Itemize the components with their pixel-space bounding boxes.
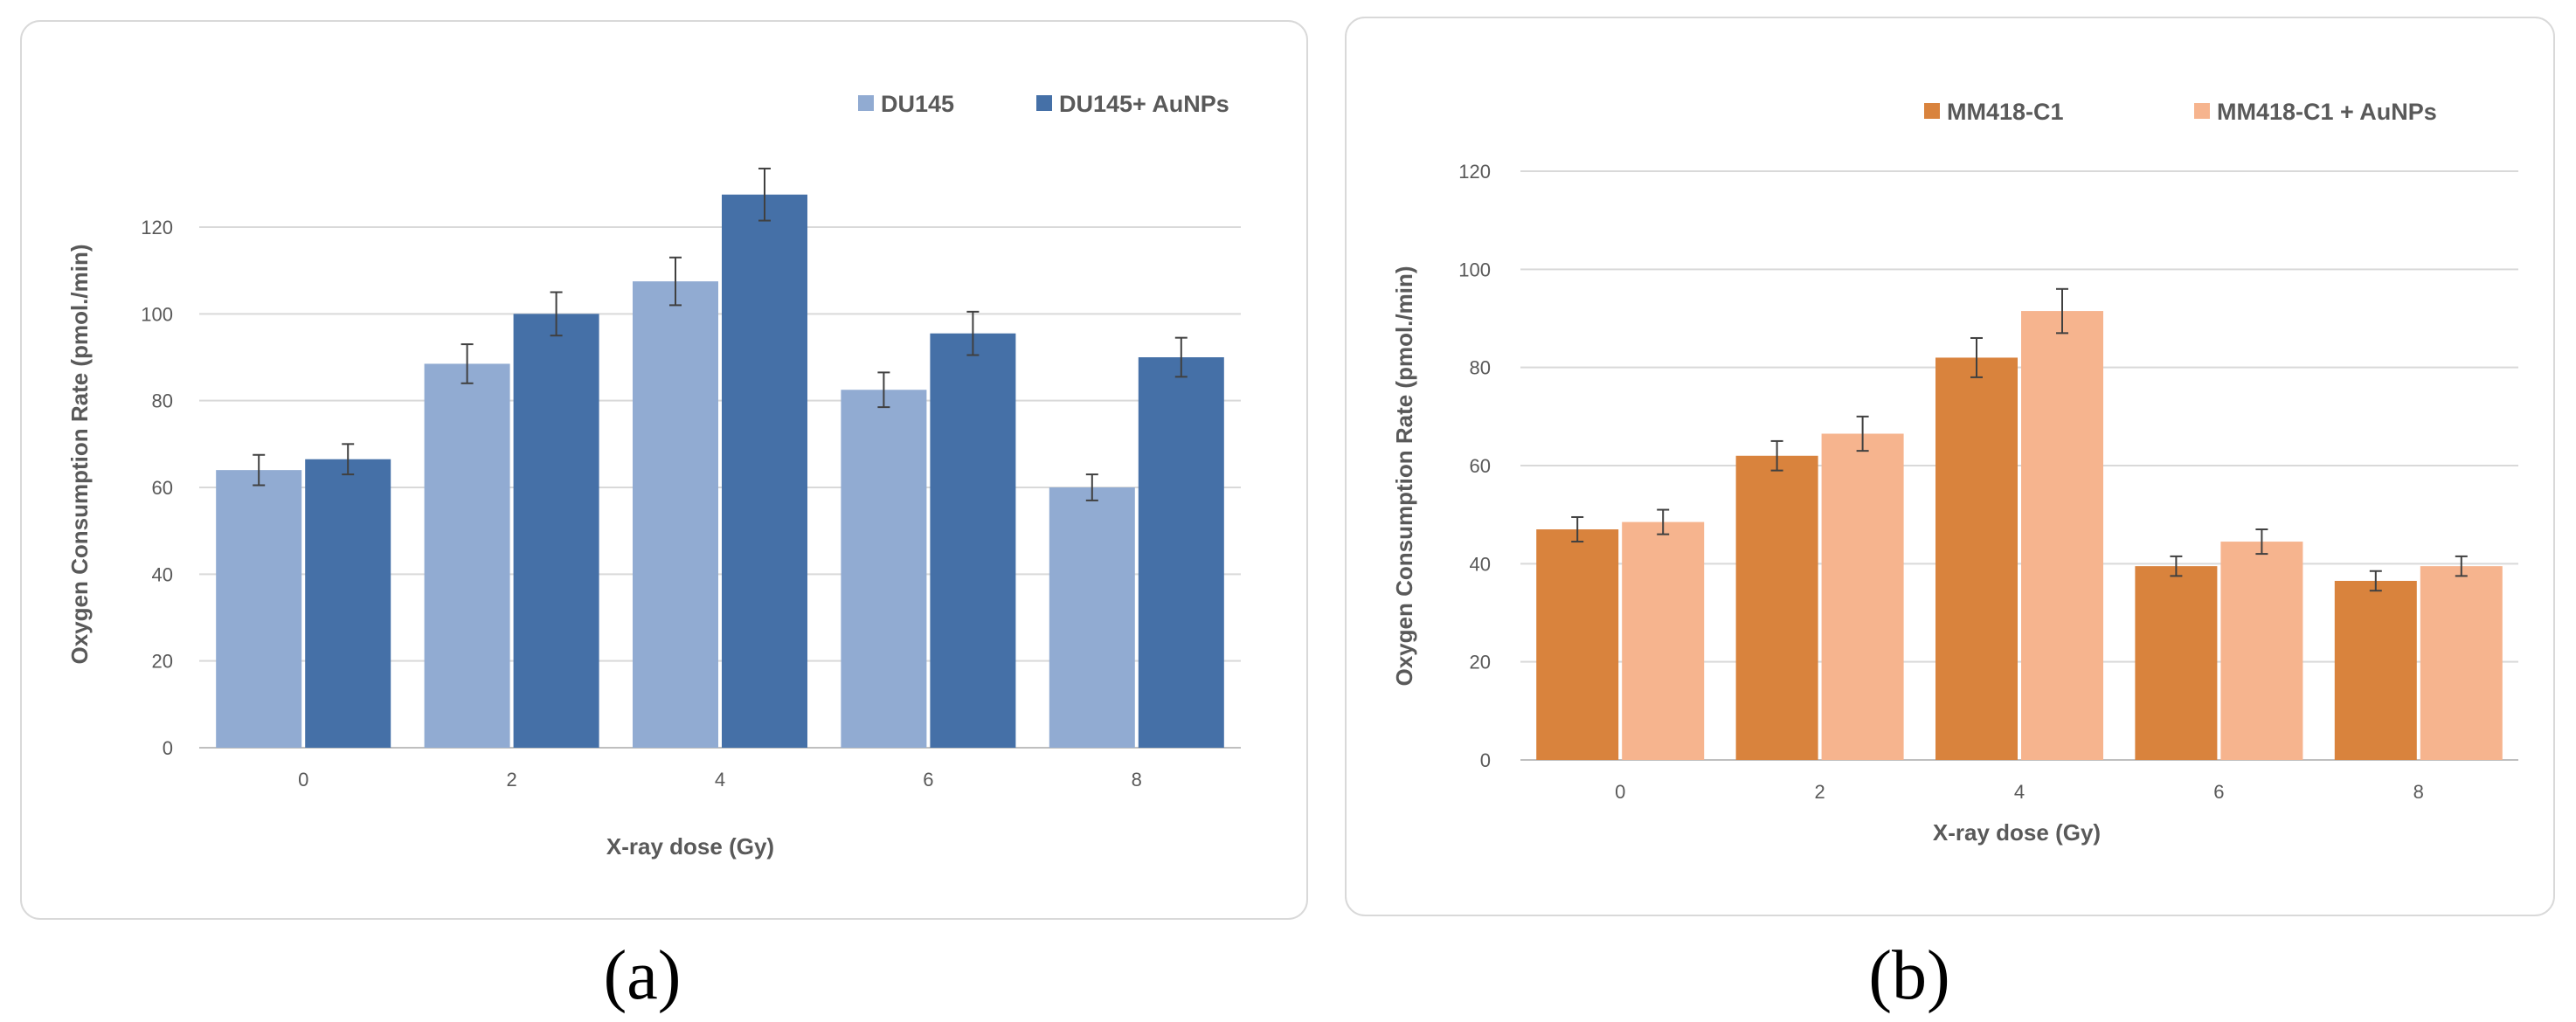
panel-b-bar-series2-dose-0 bbox=[1622, 521, 1705, 760]
panel-a-y-ticks: 0 20 40 60 80 100 120 bbox=[141, 217, 173, 759]
panel-b-x-tick-label: 4 bbox=[2014, 781, 2025, 803]
panel-a-bars bbox=[216, 194, 1224, 748]
panel-a-bar-series1-dose-6 bbox=[841, 390, 927, 748]
panel-a-y-tick-label: 0 bbox=[163, 737, 173, 759]
panel-b-legend-swatch bbox=[2194, 103, 2210, 119]
panel-a-error-bar-series2-dose-6 bbox=[966, 310, 980, 356]
panel-a-error-bar-series1-dose-4 bbox=[669, 256, 682, 307]
panel-a-y-tick-label: 20 bbox=[152, 651, 173, 673]
panel-a-error-bar-series1-dose-6 bbox=[877, 371, 890, 409]
panel-a-x-tick-label: 6 bbox=[923, 769, 933, 791]
panel-b-x-tick-label: 6 bbox=[2213, 781, 2224, 803]
panel-b-y-tick-label: 20 bbox=[1470, 652, 1491, 673]
panel-b-legend-label: MM418-C1 bbox=[1947, 99, 2064, 125]
panel-b-error-bar-series2-dose-8 bbox=[2455, 555, 2468, 577]
panel-b-y-tick-label: 120 bbox=[1458, 161, 1491, 183]
panel-a-error-bar-series2-dose-0 bbox=[342, 443, 355, 476]
panel-a-bar-series1-dose-2 bbox=[424, 363, 510, 748]
panel-a-y-tick-label: 80 bbox=[152, 390, 173, 412]
panel-b-x-axis-title: X-ray dose (Gy) bbox=[1933, 819, 2101, 846]
panel-a-legend-item-series2: DU145+ AuNPs bbox=[1036, 91, 1229, 117]
panel-b-error-bar-series1-dose-0 bbox=[1571, 515, 1584, 543]
panel-a-y-tick-label: 60 bbox=[152, 477, 173, 499]
panel-b-bar-series1-dose-8 bbox=[2334, 580, 2417, 760]
panel-b-label: (b) bbox=[1868, 937, 1949, 1014]
panel-b-y-tick-label: 100 bbox=[1458, 259, 1491, 280]
panel-b-error-bar-series2-dose-6 bbox=[2255, 528, 2268, 556]
panel-b-x-tick-label: 8 bbox=[2413, 781, 2424, 803]
panel-b-bar-series1-dose-4 bbox=[1935, 357, 2018, 760]
panel-b-y-tick-label: 40 bbox=[1470, 553, 1491, 575]
panel-b-legend: MM418-C1 MM418-C1 + AuNPs bbox=[1924, 99, 2437, 125]
panel-b-error-bar-series2-dose-2 bbox=[1856, 415, 1869, 452]
panel-b-bar-series2-dose-4 bbox=[2021, 311, 2103, 760]
panel-a-y-tick-label: 40 bbox=[152, 563, 173, 585]
panel-a-error-bars bbox=[253, 167, 1188, 501]
panel-a-error-bar-series1-dose-0 bbox=[253, 453, 266, 487]
panel-b-y-axis-title: Oxygen Consumption Rate (pmol./min) bbox=[1391, 266, 1417, 686]
panel-a-error-bar-series2-dose-8 bbox=[1174, 336, 1188, 378]
panel-a-bar-series2-dose-6 bbox=[930, 333, 1016, 748]
panel-a-y-tick-label: 120 bbox=[141, 217, 173, 238]
panel-a-bar-series2-dose-8 bbox=[1138, 357, 1224, 748]
panel-a-bar-series2-dose-0 bbox=[305, 459, 391, 748]
panel-b-legend-label: MM418-C1 + AuNPs bbox=[2217, 99, 2437, 125]
panel-a-bar-series1-dose-0 bbox=[216, 470, 302, 748]
panel-a-x-tick-label: 8 bbox=[1132, 769, 1142, 791]
panel-a-x-tick-label: 0 bbox=[298, 769, 308, 791]
panel-a-x-tick-label: 4 bbox=[715, 769, 725, 791]
panel-a-bar-series1-dose-8 bbox=[1049, 487, 1135, 748]
panel-b-error-bar-series1-dose-8 bbox=[2369, 570, 2382, 592]
panel-a-legend-label: DU145 bbox=[881, 91, 954, 117]
panel-a-label: (a) bbox=[604, 937, 682, 1014]
panel-b-x-tick-label: 2 bbox=[1814, 781, 1825, 803]
panel-a-legend-swatch bbox=[858, 95, 874, 111]
panel-a-bar-series1-dose-4 bbox=[633, 281, 718, 748]
panel-b-error-bar-series1-dose-2 bbox=[1770, 439, 1783, 472]
panel-a-error-bar-series1-dose-2 bbox=[460, 343, 474, 384]
panel-a-bar-series2-dose-2 bbox=[513, 314, 599, 748]
panel-a-error-bar-series2-dose-4 bbox=[758, 167, 771, 222]
panel-b-bar-series2-dose-2 bbox=[1821, 433, 1904, 760]
panel-a-y-axis-title: Oxygen Consumption Rate (pmol./min) bbox=[66, 244, 93, 664]
panel-b-error-bars bbox=[1571, 287, 2468, 592]
panel-b-legend-swatch bbox=[1924, 103, 1940, 119]
panel-a-legend-item-series1: DU145 bbox=[858, 91, 954, 117]
panel-b-x-ticks: 0 2 4 6 8 bbox=[1615, 781, 2424, 803]
panel-a-legend-swatch bbox=[1036, 95, 1052, 111]
panel-a-y-tick-label: 100 bbox=[141, 303, 173, 325]
panel-a-error-bar-series1-dose-8 bbox=[1085, 473, 1098, 501]
panel-b-y-ticks: 0 20 40 60 80 100 120 bbox=[1458, 161, 1491, 771]
panel-a-x-tick-label: 2 bbox=[506, 769, 516, 791]
panel-b-bar-series1-dose-0 bbox=[1536, 529, 1619, 760]
panel-a-x-axis-title: X-ray dose (Gy) bbox=[606, 833, 774, 860]
panel-b-y-tick-label: 80 bbox=[1470, 357, 1491, 379]
panel-a-legend-label: DU145+ AuNPs bbox=[1059, 91, 1229, 117]
panel-b-error-bar-series2-dose-4 bbox=[2056, 287, 2068, 335]
panel-b-error-bar-series1-dose-4 bbox=[1970, 336, 1983, 378]
panel-b-error-bar-series2-dose-0 bbox=[1657, 508, 1670, 535]
panel-a-error-bar-series2-dose-2 bbox=[550, 291, 563, 337]
panel-b-bar-series1-dose-2 bbox=[1735, 455, 1818, 760]
panel-b-legend-item-series2: MM418-C1 + AuNPs bbox=[2194, 99, 2437, 125]
panel-a-x-ticks: 0 2 4 6 8 bbox=[298, 769, 1142, 791]
panel-b-bar-series1-dose-6 bbox=[2135, 566, 2218, 760]
panel-b-y-tick-label: 0 bbox=[1480, 749, 1491, 771]
panel-b-y-tick-label: 60 bbox=[1470, 455, 1491, 477]
panel-a-legend: DU145 DU145+ AuNPs bbox=[858, 91, 1229, 117]
panel-b-x-tick-label: 0 bbox=[1615, 781, 1625, 803]
panel-b-bar-series2-dose-6 bbox=[2220, 542, 2303, 760]
panel-b-bar-series2-dose-8 bbox=[2420, 566, 2503, 760]
panel-b-bars bbox=[1536, 311, 2503, 760]
panel-b-error-bar-series1-dose-6 bbox=[2170, 555, 2183, 577]
panel-b-legend-item-series1: MM418-C1 bbox=[1924, 99, 2064, 125]
panel-a-bar-series2-dose-4 bbox=[722, 194, 807, 748]
panel-b: 0 20 40 60 80 100 120 0 2 4 6 8 MM418-C1 MM418-C1 +… bbox=[1345, 17, 2555, 1014]
